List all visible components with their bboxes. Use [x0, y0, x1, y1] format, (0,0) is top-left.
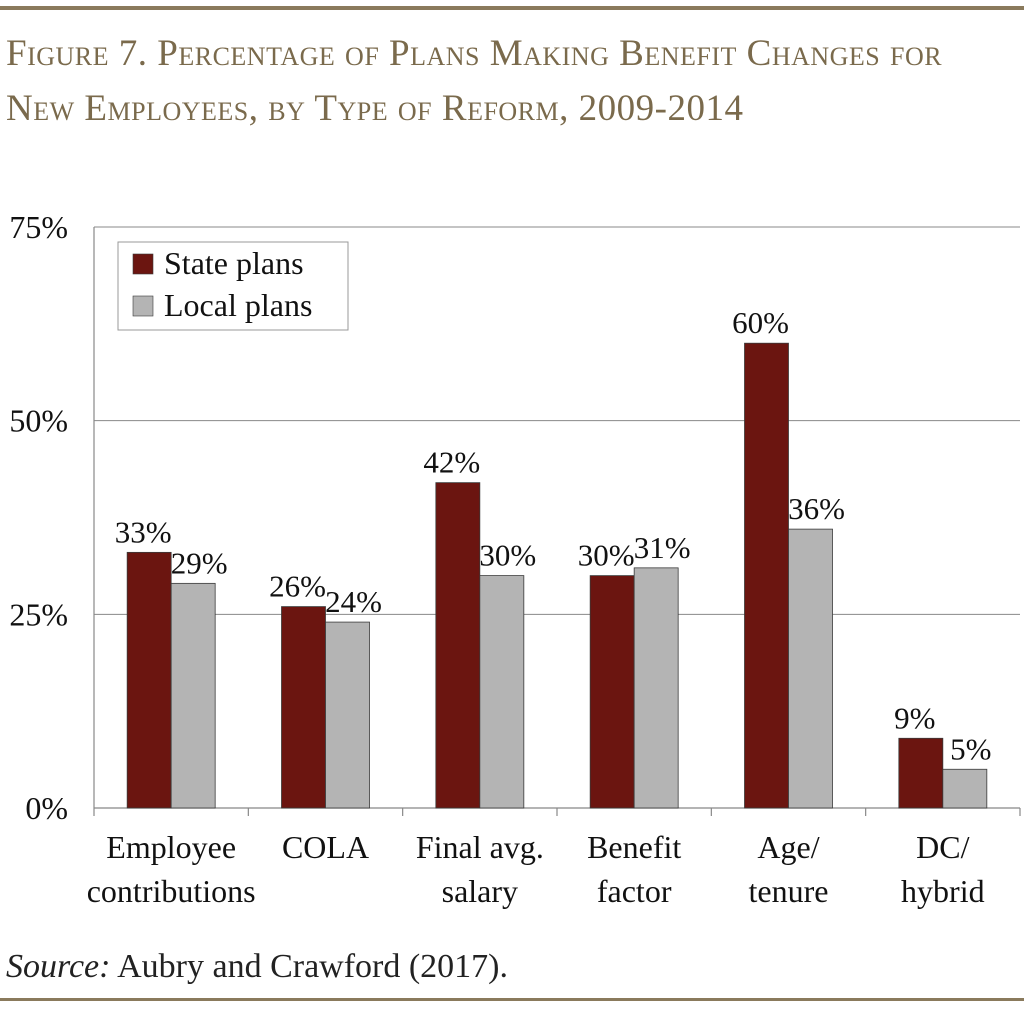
data-label-state: 33% [115, 514, 172, 549]
legend [117, 241, 349, 331]
data-label-state: 30% [578, 538, 635, 573]
data-label-state: 60% [732, 305, 789, 340]
bar-local [170, 582, 216, 809]
bar-state [898, 737, 944, 809]
bar-state [589, 575, 635, 809]
x-category-label: hybrid [901, 873, 985, 909]
bar-state [281, 606, 326, 809]
bar-local [942, 768, 988, 809]
source-label: Source: [6, 948, 111, 985]
bar-state [126, 551, 172, 809]
y-tick-label: 0% [25, 790, 68, 826]
source-text: Aubry and Crawford (2017). [110, 948, 509, 985]
legend-swatch-state [132, 253, 154, 275]
bar-local [788, 528, 833, 809]
bottom-rule [0, 998, 1024, 1001]
data-label-local: 5% [950, 731, 991, 766]
x-category-label: Final avg. [416, 829, 544, 865]
legend-swatch-local [132, 295, 154, 317]
data-label-state: 9% [894, 700, 935, 735]
y-tick-label: 50% [9, 403, 68, 439]
y-tick-label: 25% [9, 596, 68, 632]
x-category-label: tenure [749, 873, 829, 909]
x-category-label: DC/ [916, 829, 969, 865]
figure-title: Figure 7. Percentage of Plans Making Ben… [6, 33, 943, 129]
data-label-state: 42% [423, 445, 480, 480]
bar-state [435, 482, 481, 809]
data-label-local: 29% [171, 545, 228, 580]
bar-chart: 0% 25% 50% 75% 33%29% Employee contributions 26… [9, 209, 1021, 909]
data-label-local: 36% [788, 491, 845, 526]
data-label-local: 24% [325, 584, 382, 619]
legend-label-local: Local plans [164, 287, 312, 323]
x-category-label: Employee [106, 829, 236, 865]
bar-local [479, 575, 525, 809]
bar-state [744, 342, 789, 809]
data-label-state: 26% [269, 569, 326, 604]
x-category-label: factor [597, 873, 672, 909]
top-rule [0, 6, 1024, 10]
x-category-label: Age/ [757, 829, 819, 865]
x-category-label: COLA [282, 829, 369, 865]
x-category-label: Benefit [587, 829, 681, 865]
bar-local [325, 621, 370, 809]
data-label-local: 31% [634, 530, 691, 565]
bar-local [633, 567, 679, 809]
source-note: Source: Aubry and Crawford (2017). [6, 948, 508, 986]
x-category-label: salary [442, 873, 518, 909]
x-category-label: contributions [87, 873, 256, 909]
legend-label-state: State plans [164, 245, 304, 281]
y-tick-label: 75% [9, 209, 68, 245]
data-label-local: 30% [479, 538, 536, 573]
